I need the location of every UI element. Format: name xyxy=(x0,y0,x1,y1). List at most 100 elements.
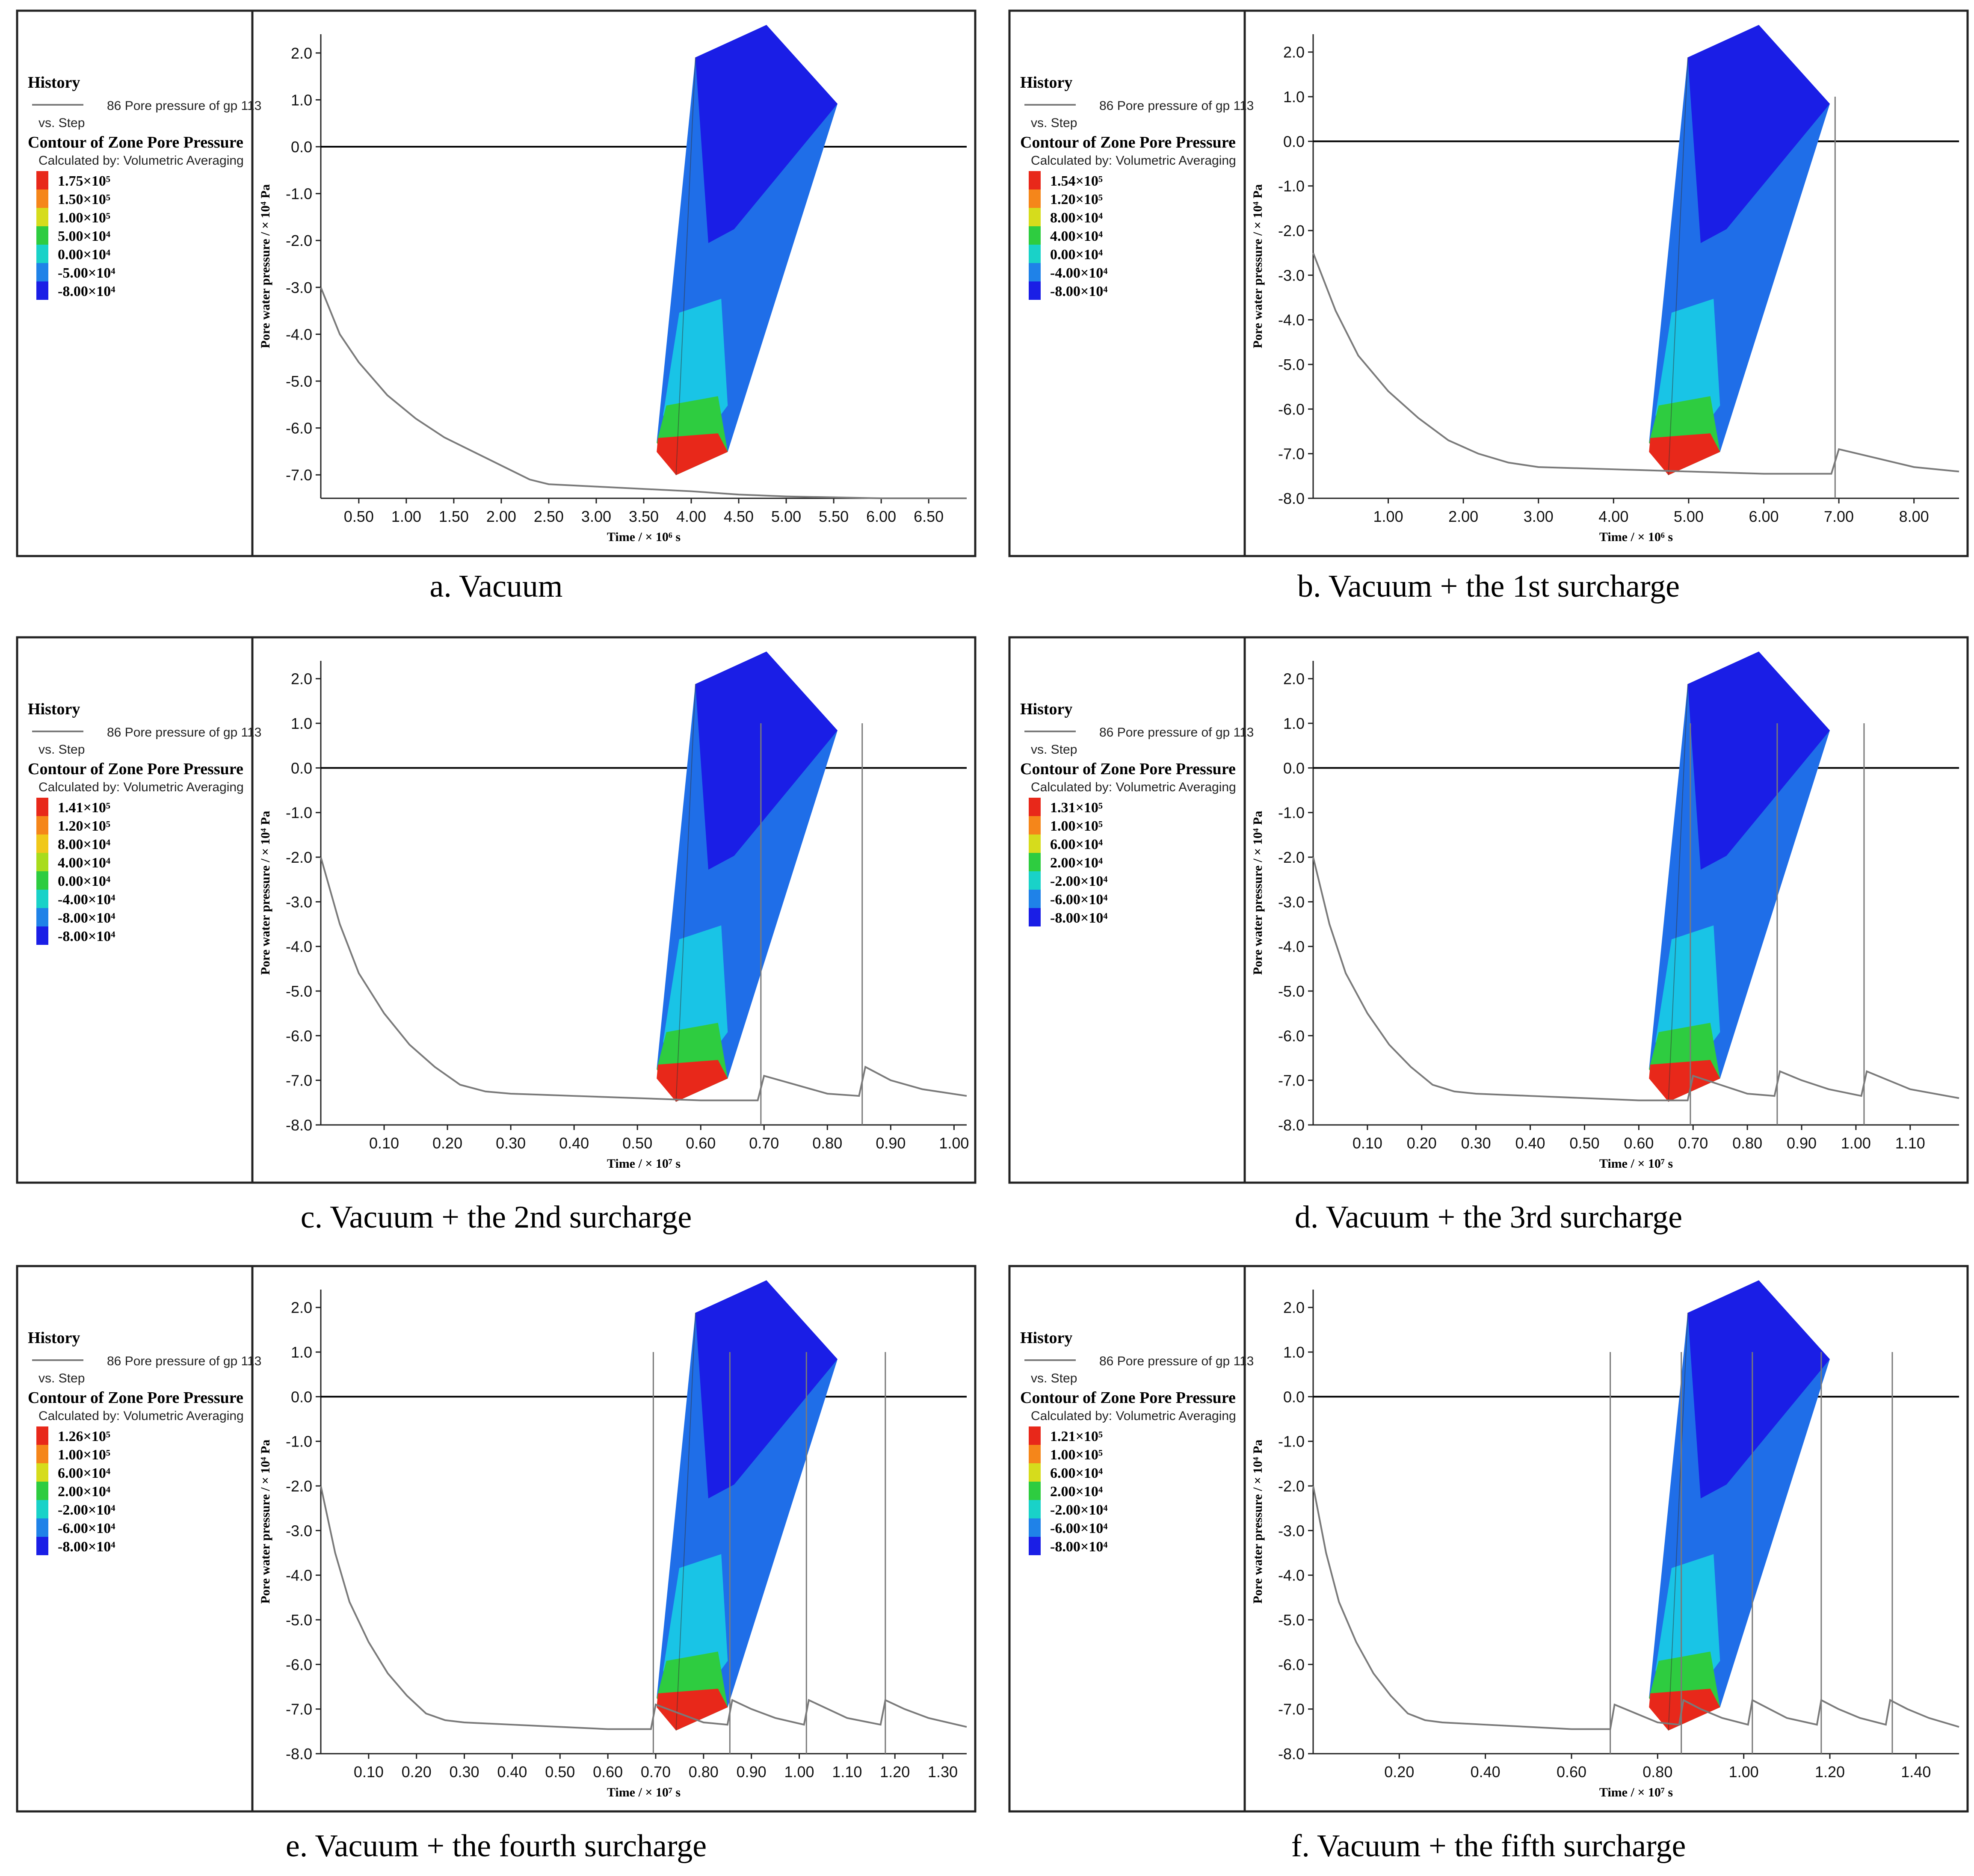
x-tick-label: 0.20 xyxy=(1407,1134,1437,1152)
y-tick-label: 0.0 xyxy=(1283,1388,1305,1406)
contour-swatch xyxy=(1029,871,1041,890)
y-tick-label: -3.0 xyxy=(1278,266,1305,284)
legend-contour-title: Contour of Zone Pore Pressure xyxy=(28,1389,243,1407)
legend-series-name: 86 Pore pressure of gp 113 xyxy=(1099,1354,1254,1368)
x-axis-label: Time / × 10⁶ s xyxy=(607,530,681,544)
legend-calculated-by: Calculated by: Volumetric Averaging xyxy=(38,780,244,794)
x-tick-label: 0.10 xyxy=(1353,1134,1382,1152)
x-tick-label: 6.00 xyxy=(866,508,896,525)
contour-swatch xyxy=(36,926,48,945)
x-tick-label: 3.00 xyxy=(1524,508,1554,525)
x-tick-label: 1.10 xyxy=(1895,1134,1925,1152)
y-tick-label: -8.0 xyxy=(1278,1116,1305,1134)
contour-label: 4.00×10⁴ xyxy=(1050,228,1103,244)
contour-swatch xyxy=(1029,890,1041,908)
contour-swatch xyxy=(36,890,48,908)
x-tick-label: 0.50 xyxy=(545,1763,575,1781)
legend-history: History xyxy=(1020,1329,1072,1347)
contour-swatch xyxy=(1029,798,1041,816)
x-tick-label: 0.50 xyxy=(1569,1134,1599,1152)
legend-history: History xyxy=(28,700,80,718)
contour-swatch xyxy=(36,853,48,871)
contour-label: -2.00×10⁴ xyxy=(1050,1502,1107,1518)
y-tick-label: -4.0 xyxy=(1278,311,1305,329)
model-edge xyxy=(675,684,696,1102)
x-tick-label: 4.00 xyxy=(676,508,706,525)
contour-label: 8.00×10⁴ xyxy=(1050,210,1103,226)
legend-contour-title: Contour of Zone Pore Pressure xyxy=(1020,1389,1236,1407)
contour-label: -6.00×10⁴ xyxy=(1050,1521,1107,1536)
panel-b: History 86 Pore pressure of gp 113 vs. Ste… xyxy=(1008,9,1969,557)
contour-swatch xyxy=(36,1463,48,1482)
panel-frame xyxy=(1008,1265,1969,1813)
contour-label: 1.00×10⁵ xyxy=(58,210,110,226)
legend-contour-title: Contour of Zone Pore Pressure xyxy=(1020,760,1236,778)
x-tick-label: 5.00 xyxy=(771,508,801,525)
y-tick-label: -2.0 xyxy=(286,232,312,249)
legend-vs-step: vs. Step xyxy=(38,1371,85,1385)
y-tick-label: -5.0 xyxy=(1278,982,1305,1000)
contour-label: 1.75×10⁵ xyxy=(58,173,110,189)
y-tick-label: -8.0 xyxy=(286,1116,312,1134)
x-tick-label: 0.20 xyxy=(1384,1763,1414,1781)
contour-swatch xyxy=(36,1537,48,1555)
x-tick-label: 0.90 xyxy=(737,1763,767,1781)
legend-history: History xyxy=(1020,700,1072,718)
x-tick-label: 1.50 xyxy=(439,508,469,525)
contour-label: 8.00×10⁴ xyxy=(58,837,110,852)
y-tick-label: 0.0 xyxy=(291,138,312,156)
contour-label: 1.00×10⁵ xyxy=(1050,1447,1103,1463)
legend-contour-title: Contour of Zone Pore Pressure xyxy=(1020,133,1236,151)
contour-label: 1.26×10⁵ xyxy=(58,1429,110,1444)
contour-swatch xyxy=(1029,171,1041,189)
y-tick-label: 2.0 xyxy=(1283,44,1305,61)
series-line xyxy=(320,287,967,499)
y-tick-label: -7.0 xyxy=(1278,1072,1305,1089)
x-tick-label: 1.20 xyxy=(880,1763,910,1781)
y-axis-label: Pore water pressure / × 10⁴ Pa xyxy=(1251,1440,1265,1604)
y-axis-label: Pore water pressure / × 10⁴ Pa xyxy=(258,1440,272,1604)
x-tick-label: 5.00 xyxy=(1674,508,1704,525)
x-tick-label: 0.40 xyxy=(1515,1134,1545,1152)
x-tick-label: 0.60 xyxy=(1557,1763,1586,1781)
x-tick-label: 0.20 xyxy=(432,1134,462,1152)
contour-swatch xyxy=(1029,1537,1041,1555)
x-tick-label: 0.10 xyxy=(369,1134,399,1152)
y-tick-label: 0.0 xyxy=(1283,759,1305,777)
contour-swatch xyxy=(1029,1463,1041,1482)
y-tick-label: 2.0 xyxy=(1283,670,1305,688)
contour-label: 0.00×10⁴ xyxy=(58,247,110,263)
model-edge xyxy=(675,1313,696,1731)
legend-calculated-by: Calculated by: Volumetric Averaging xyxy=(1031,780,1236,794)
contour-swatch xyxy=(36,816,48,834)
contour-swatch xyxy=(36,226,48,245)
model-red-band xyxy=(1649,1060,1720,1102)
y-tick-label: 0.0 xyxy=(1283,133,1305,150)
panel-c: History 86 Pore pressure of gp 113 vs. Ste… xyxy=(16,636,977,1184)
contour-swatch xyxy=(36,1426,48,1445)
x-tick-label: 1.20 xyxy=(1815,1763,1845,1781)
model-top xyxy=(695,1280,838,1499)
y-tick-label: 1.0 xyxy=(291,715,312,732)
legend-vs-step: vs. Step xyxy=(1031,743,1077,757)
model-edge xyxy=(1668,1313,1688,1731)
x-axis-label: Time / × 10⁷ s xyxy=(1599,1785,1673,1799)
contour-label: -8.00×10⁴ xyxy=(58,929,115,944)
caption-f: f. Vacuum + the fifth surcharge xyxy=(1291,1829,1686,1864)
legend-vs-step: vs. Step xyxy=(38,116,85,130)
y-tick-label: -6.0 xyxy=(1278,1656,1305,1673)
x-tick-label: 5.50 xyxy=(819,508,849,525)
x-tick-label: 0.40 xyxy=(559,1134,589,1152)
caption-a: a. Vacuum xyxy=(430,569,563,604)
x-tick-label: 6.50 xyxy=(914,508,944,525)
caption-c: c. Vacuum + the 2nd surcharge xyxy=(301,1200,692,1235)
y-tick-label: -6.0 xyxy=(286,1656,312,1673)
panel-e: History 86 Pore pressure of gp 113 vs. Ste… xyxy=(16,1265,977,1813)
x-tick-label: 0.90 xyxy=(876,1134,906,1152)
contour-swatch xyxy=(36,1482,48,1500)
x-tick-label: 1.10 xyxy=(832,1763,862,1781)
x-tick-label: 0.80 xyxy=(689,1763,719,1781)
y-tick-label: -5.0 xyxy=(286,1611,312,1629)
y-tick-label: -1.0 xyxy=(286,1433,312,1450)
